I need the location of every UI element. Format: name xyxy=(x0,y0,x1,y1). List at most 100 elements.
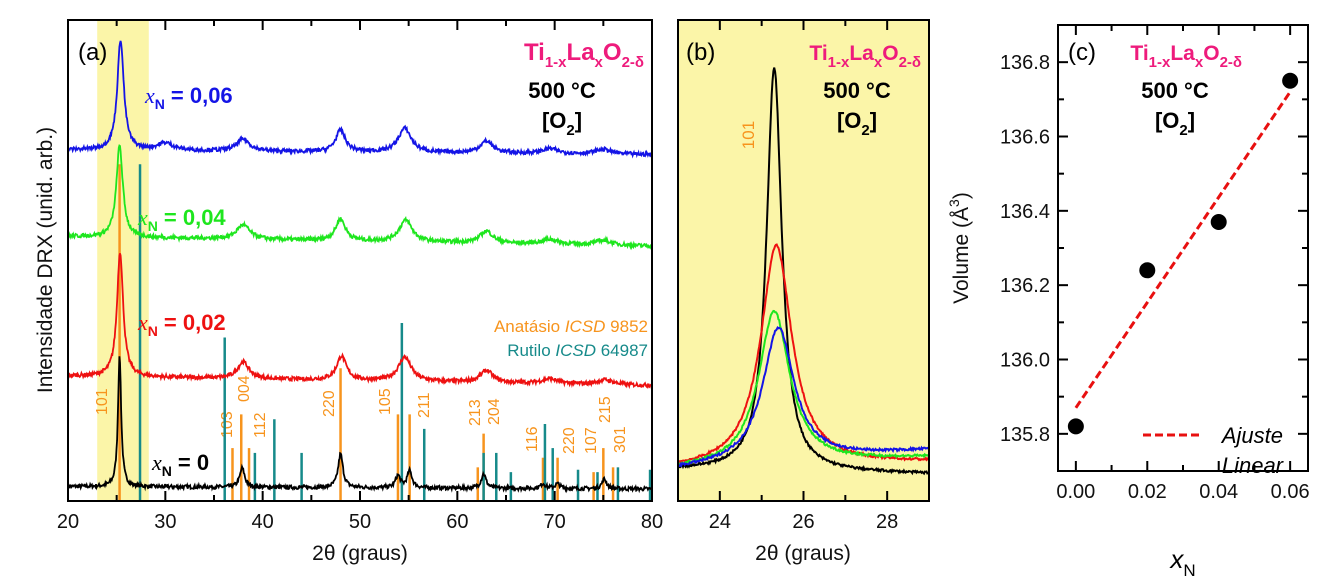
hkl-label: 220 xyxy=(561,427,578,454)
x-tick-label: 40 xyxy=(252,511,274,533)
x-axis-label: xN xyxy=(1168,544,1195,580)
series-label-x002: xN = 0,02 xyxy=(137,310,226,339)
highlight-background xyxy=(678,20,929,501)
atmosphere-close: ] xyxy=(1188,108,1195,133)
x-axis: 24 26 28 xyxy=(677,20,930,533)
atmosphere-open: [O xyxy=(837,108,861,133)
formula-part: La xyxy=(1170,42,1195,65)
x-tick-label: 20 xyxy=(57,511,79,533)
hkl-label: 103 xyxy=(219,411,236,438)
atmosphere-label: [O2] xyxy=(837,108,877,139)
panel-label: (b) xyxy=(686,39,715,66)
hkl-label: 301 xyxy=(612,426,629,453)
formula-part: 1-x xyxy=(545,54,567,71)
legend-rutile: Rutilo ICSD 64987 xyxy=(507,341,648,360)
series-label-x004: xN = 0,04 xyxy=(137,205,226,234)
fit-legend-label-1: Ajuste xyxy=(1220,423,1283,448)
formula-part: x xyxy=(595,54,604,71)
x-tick-label: 0.04 xyxy=(1199,481,1238,503)
data-points xyxy=(1067,72,1299,435)
hkl-label: 215 xyxy=(597,396,614,423)
x-tick-label: 28 xyxy=(876,511,898,533)
formula-part: O xyxy=(1203,42,1219,65)
xrd-curve-x004 xyxy=(67,144,653,251)
panel-c: 0.00 0.02 0.04 0.06 135.8 136.0 136.2 136.4 136.… xyxy=(946,24,1310,580)
formula-part: La xyxy=(567,39,596,66)
panel-label: (c) xyxy=(1068,39,1096,66)
data-point xyxy=(1067,418,1084,435)
series-label-x006: xN = 0,06 xyxy=(144,83,233,112)
atmosphere-open: [O xyxy=(542,108,566,133)
temperature-label: 500 °C xyxy=(823,78,891,103)
formula-part: 2-δ xyxy=(1220,54,1242,71)
formula-part: 2-δ xyxy=(899,54,921,71)
legend-anatase: Anatásio ICSD 9852 xyxy=(494,317,648,336)
x-tick-label: 80 xyxy=(641,511,663,533)
xrd-curve-x002 xyxy=(67,253,653,390)
xrd-curve-x004 xyxy=(677,309,930,467)
data-point xyxy=(1139,262,1156,279)
linear-fit xyxy=(1074,91,1292,409)
x-tick-label: 50 xyxy=(349,511,371,533)
atmosphere-close: ] xyxy=(870,108,877,133)
y-axis-label: Volume (Å3) xyxy=(946,192,973,304)
xrd-curve-x006 xyxy=(67,40,653,159)
formula-part: x xyxy=(1195,54,1204,71)
x-axis: 20 30 40 50 60 70 80 xyxy=(57,20,663,533)
formula-part: Ti xyxy=(809,42,827,65)
x-axis-label: 2θ (graus) xyxy=(312,542,408,565)
temperature-label: 500 °C xyxy=(528,78,596,103)
hkl-label: 105 xyxy=(377,388,394,415)
formula-part: O xyxy=(603,39,622,66)
x-tick-label: 26 xyxy=(792,511,814,533)
x-tick-label: 0.02 xyxy=(1128,481,1167,503)
peak-label-101: 101 xyxy=(739,121,758,149)
data-point xyxy=(1210,213,1227,230)
atmosphere-close: ] xyxy=(575,108,582,133)
atmosphere-label: [O2] xyxy=(1155,108,1195,139)
xrd-curve-x0 xyxy=(677,67,930,476)
xrd-curve-x006 xyxy=(677,325,930,468)
y-tick-label: 135.8 xyxy=(1000,424,1050,446)
data-point xyxy=(1282,72,1299,89)
temperature-label: 500 °C xyxy=(1141,78,1209,103)
xrd-curves-zoom xyxy=(677,67,930,476)
formula-part: Ti xyxy=(1130,42,1148,65)
atmosphere-open: [O xyxy=(1155,108,1179,133)
x-tick-label: 0.00 xyxy=(1056,481,1095,503)
atmosphere-label: [O2] xyxy=(542,108,582,139)
formula-part: Ti xyxy=(524,39,545,66)
hkl-label: 004 xyxy=(236,375,253,402)
y-tick-label: 136.8 xyxy=(1000,52,1050,74)
x-tick-label: 24 xyxy=(709,511,731,533)
formula-label: Ti1-xLaxO2-δ xyxy=(809,42,921,71)
x-axis-label: 2θ (graus) xyxy=(755,542,851,565)
hkl-label: 211 xyxy=(416,392,433,418)
formula-part: La xyxy=(849,42,874,65)
hkl-label: 116 xyxy=(524,426,541,452)
atmosphere-sub: 2 xyxy=(861,122,869,139)
xrd-curve-x0 xyxy=(67,356,652,494)
panel-label: (a) xyxy=(78,39,107,66)
formula-label: Ti1-xLaxO2-δ xyxy=(1130,42,1242,71)
formula-part: 1-x xyxy=(828,54,850,71)
hkl-label: 107 xyxy=(583,427,600,454)
hkl-label: 112 xyxy=(252,412,269,438)
panel-b: 24 26 28 (b) 2θ (graus) Ti1-xLaxO2-δ 500 °… xyxy=(677,19,930,565)
axes: 0.00 0.02 0.04 0.06 135.8 136.0 136.2 136.4 136.… xyxy=(1000,24,1310,503)
y-tick-label: 136.4 xyxy=(1000,201,1050,223)
x-tick-label: 60 xyxy=(446,511,468,533)
fit-legend-label-2: Linear xyxy=(1222,453,1285,478)
hkl-label: 220 xyxy=(321,390,338,417)
x-tick-label: 0.06 xyxy=(1271,481,1310,503)
formula-part: 1-x xyxy=(1149,54,1171,71)
formula-label: Ti1-xLaxO2-δ xyxy=(524,39,644,71)
atmosphere-sub: 2 xyxy=(566,122,574,139)
atmosphere-sub: 2 xyxy=(1179,122,1187,139)
y-tick-label: 136.0 xyxy=(1000,350,1050,372)
series-labels: xN = 0 xN = 0,02 xN = 0,04 xN = 0,06 xyxy=(137,83,233,479)
y-axis-label: Intensidade DRX (unid. arb.) xyxy=(34,127,57,393)
